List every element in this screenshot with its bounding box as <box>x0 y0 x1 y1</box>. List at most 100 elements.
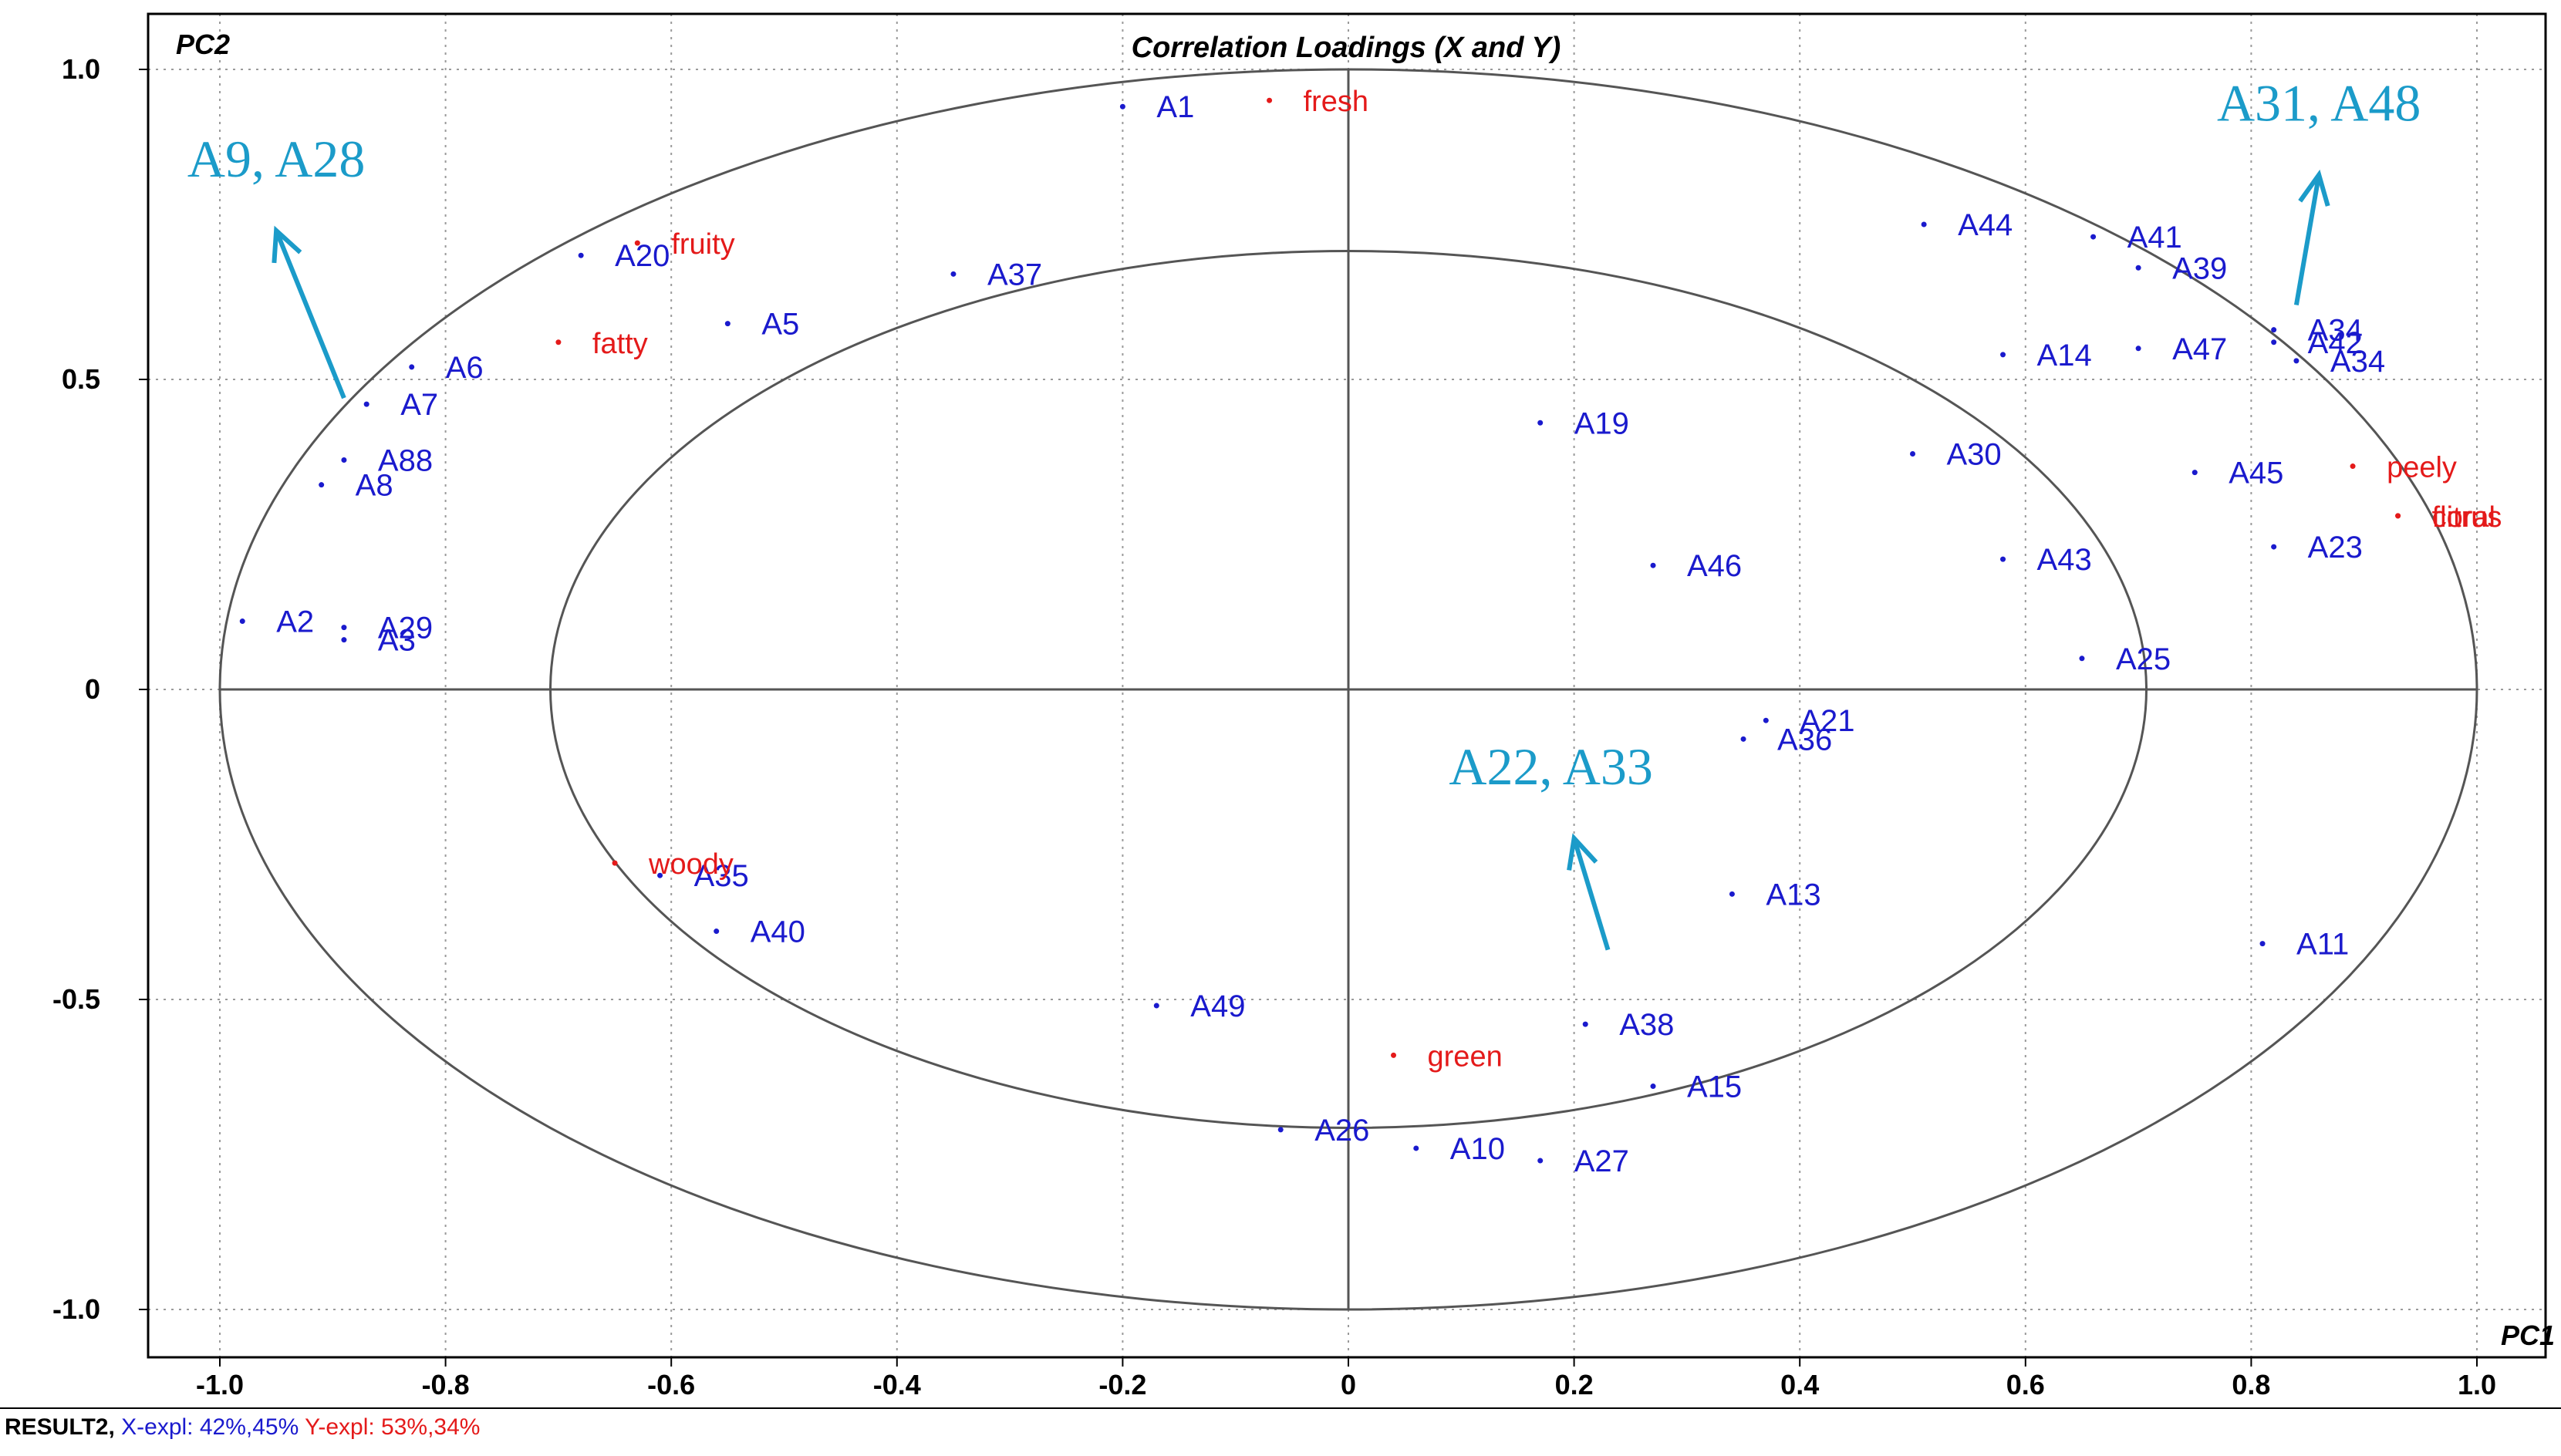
x-tick-label: -0.6 <box>647 1369 695 1400</box>
x-variable-label: A35 <box>694 859 749 893</box>
x-variable-point <box>1119 103 1125 110</box>
x-variable-label: A2 <box>276 605 314 639</box>
x-variable-point <box>1277 1127 1284 1133</box>
x-variable-label: A88 <box>378 444 433 478</box>
x-variable-label: A20 <box>615 239 670 273</box>
x-variable-point <box>2293 358 2300 364</box>
x-variable-point <box>2079 656 2085 662</box>
x-variable-label: A7 <box>400 388 438 422</box>
x-tick-label: 0.4 <box>1780 1369 1819 1400</box>
x-variable-point <box>239 618 245 625</box>
x-variable-point <box>341 625 347 631</box>
x-tick-label: 0.2 <box>1555 1369 1594 1400</box>
x-variable-label: A45 <box>2229 457 2283 490</box>
x-variable-point <box>1910 450 1915 457</box>
x-variable-point <box>2135 345 2141 352</box>
y-variable-point <box>634 240 640 246</box>
y-tick-label: 1.0 <box>62 53 100 85</box>
x-variable-point <box>578 252 584 258</box>
x-tick-label: 0.8 <box>2232 1369 2270 1400</box>
x-variable-point <box>2192 470 2198 476</box>
x-variable-point <box>1921 221 1927 228</box>
annotation-arrow-head <box>272 225 302 264</box>
x-variable-label: A1 <box>1156 90 1194 124</box>
status-result: RESULT2, <box>5 1414 115 1440</box>
x-variable-point <box>2000 352 2006 358</box>
y-tick-label: -0.5 <box>52 983 100 1015</box>
x-variable-point <box>1537 1158 1544 1164</box>
x-variable-point <box>1729 891 1735 897</box>
x-variable-label: A40 <box>751 915 805 949</box>
x-variable-label: A19 <box>1574 406 1629 440</box>
x-variable-point <box>341 637 347 643</box>
tick-labels: -1.0 -0.8 -0.6 -0.4 -0.2 0 0.2 0.4 0.6 0.8 1.0 1.0 0… <box>52 53 2496 1400</box>
status-x-expl: X-expl: 42%,45% <box>121 1414 299 1440</box>
x-variable-label: A42 <box>2308 326 2363 360</box>
x-variable-label: A25 <box>2116 642 2171 676</box>
x-variable-label: A27 <box>1574 1144 1629 1178</box>
plot-frame <box>147 12 2547 1359</box>
y-tick-label: -1.0 <box>52 1293 100 1325</box>
x-variable-point <box>409 364 415 370</box>
x-variable-label: A11 <box>2296 928 2349 962</box>
x-variable-label: A36 <box>1777 723 1832 757</box>
x-variable-point <box>2259 941 2266 947</box>
y-variable-point <box>2395 513 2401 519</box>
y-variable-point <box>612 860 618 866</box>
y-variable-point <box>1391 1052 1397 1058</box>
x-variable-point <box>657 872 663 878</box>
y-variable-label: green <box>1428 1040 1503 1073</box>
annotation-arrow-head <box>2298 169 2330 207</box>
x-tick-label: -0.2 <box>1098 1369 1146 1400</box>
x-variable-label: A34 <box>2308 314 2363 348</box>
annotation-arrow: A9, A28 <box>187 130 365 399</box>
annotation-label: A31, A48 <box>2217 74 2421 133</box>
y-variable-point <box>2350 463 2356 470</box>
y-tick-label: 0 <box>85 673 100 705</box>
y-variable-point <box>555 339 562 345</box>
x-variable-label: A23 <box>2308 531 2363 565</box>
x-variable-label: A41 <box>2127 221 2182 254</box>
x-variable-label: A37 <box>987 258 1042 292</box>
y-variable-label: peely <box>2387 452 2457 484</box>
y-variable-point <box>1267 97 1273 103</box>
x-variable-label: A6 <box>446 351 484 385</box>
x-variable-label: A29 <box>378 612 433 645</box>
x-variable-point <box>2271 339 2277 345</box>
x-variable-label: A8 <box>356 469 393 503</box>
x-variable-point <box>1537 420 1544 426</box>
y-variable-label: citrus <box>2432 501 2502 534</box>
x-tick-label: -1.0 <box>196 1369 244 1400</box>
x-variable-label: A13 <box>1766 878 1820 912</box>
x-variable-label: A43 <box>2037 543 2092 577</box>
x-tick-label: 0 <box>1341 1369 1356 1400</box>
chart-title: Correlation Loadings (X and Y) <box>1132 32 1561 64</box>
x-variable-label: A38 <box>1619 1008 1674 1042</box>
x-variable-label: A10 <box>1450 1132 1505 1166</box>
x-variable-point <box>1153 1003 1159 1009</box>
x-variable-label: A46 <box>1687 549 1742 583</box>
y-axis-name: PC2 <box>176 29 230 60</box>
x-variable-label: A14 <box>2037 339 2092 372</box>
x-tick-label: 0.6 <box>2006 1369 2045 1400</box>
x-variable-label: A21 <box>1800 704 1854 738</box>
y-variable-label: fresh <box>1304 86 1368 118</box>
x-variable-label: A15 <box>1687 1070 1742 1104</box>
x-variable-point <box>319 482 325 488</box>
y-variable-label: fatty <box>592 328 648 360</box>
x-variable-point <box>2271 327 2277 333</box>
x-variable-label: A44 <box>1958 208 2013 242</box>
y-variable-label: fruity <box>671 228 734 261</box>
x-variable-point <box>2135 265 2141 271</box>
x-variable-label: A34 <box>2330 345 2385 379</box>
x-variable-label: A5 <box>761 308 799 342</box>
x-variable-point <box>1413 1145 1419 1151</box>
x-variable-point <box>2000 556 2006 562</box>
x-tick-label: -0.8 <box>422 1369 470 1400</box>
x-variable-point <box>1650 562 1656 568</box>
x-variable-label: A49 <box>1190 989 1245 1023</box>
y-variable-label: floral <box>2432 501 2495 534</box>
status-y-expl: Y-expl: 53%,34% <box>305 1414 480 1440</box>
